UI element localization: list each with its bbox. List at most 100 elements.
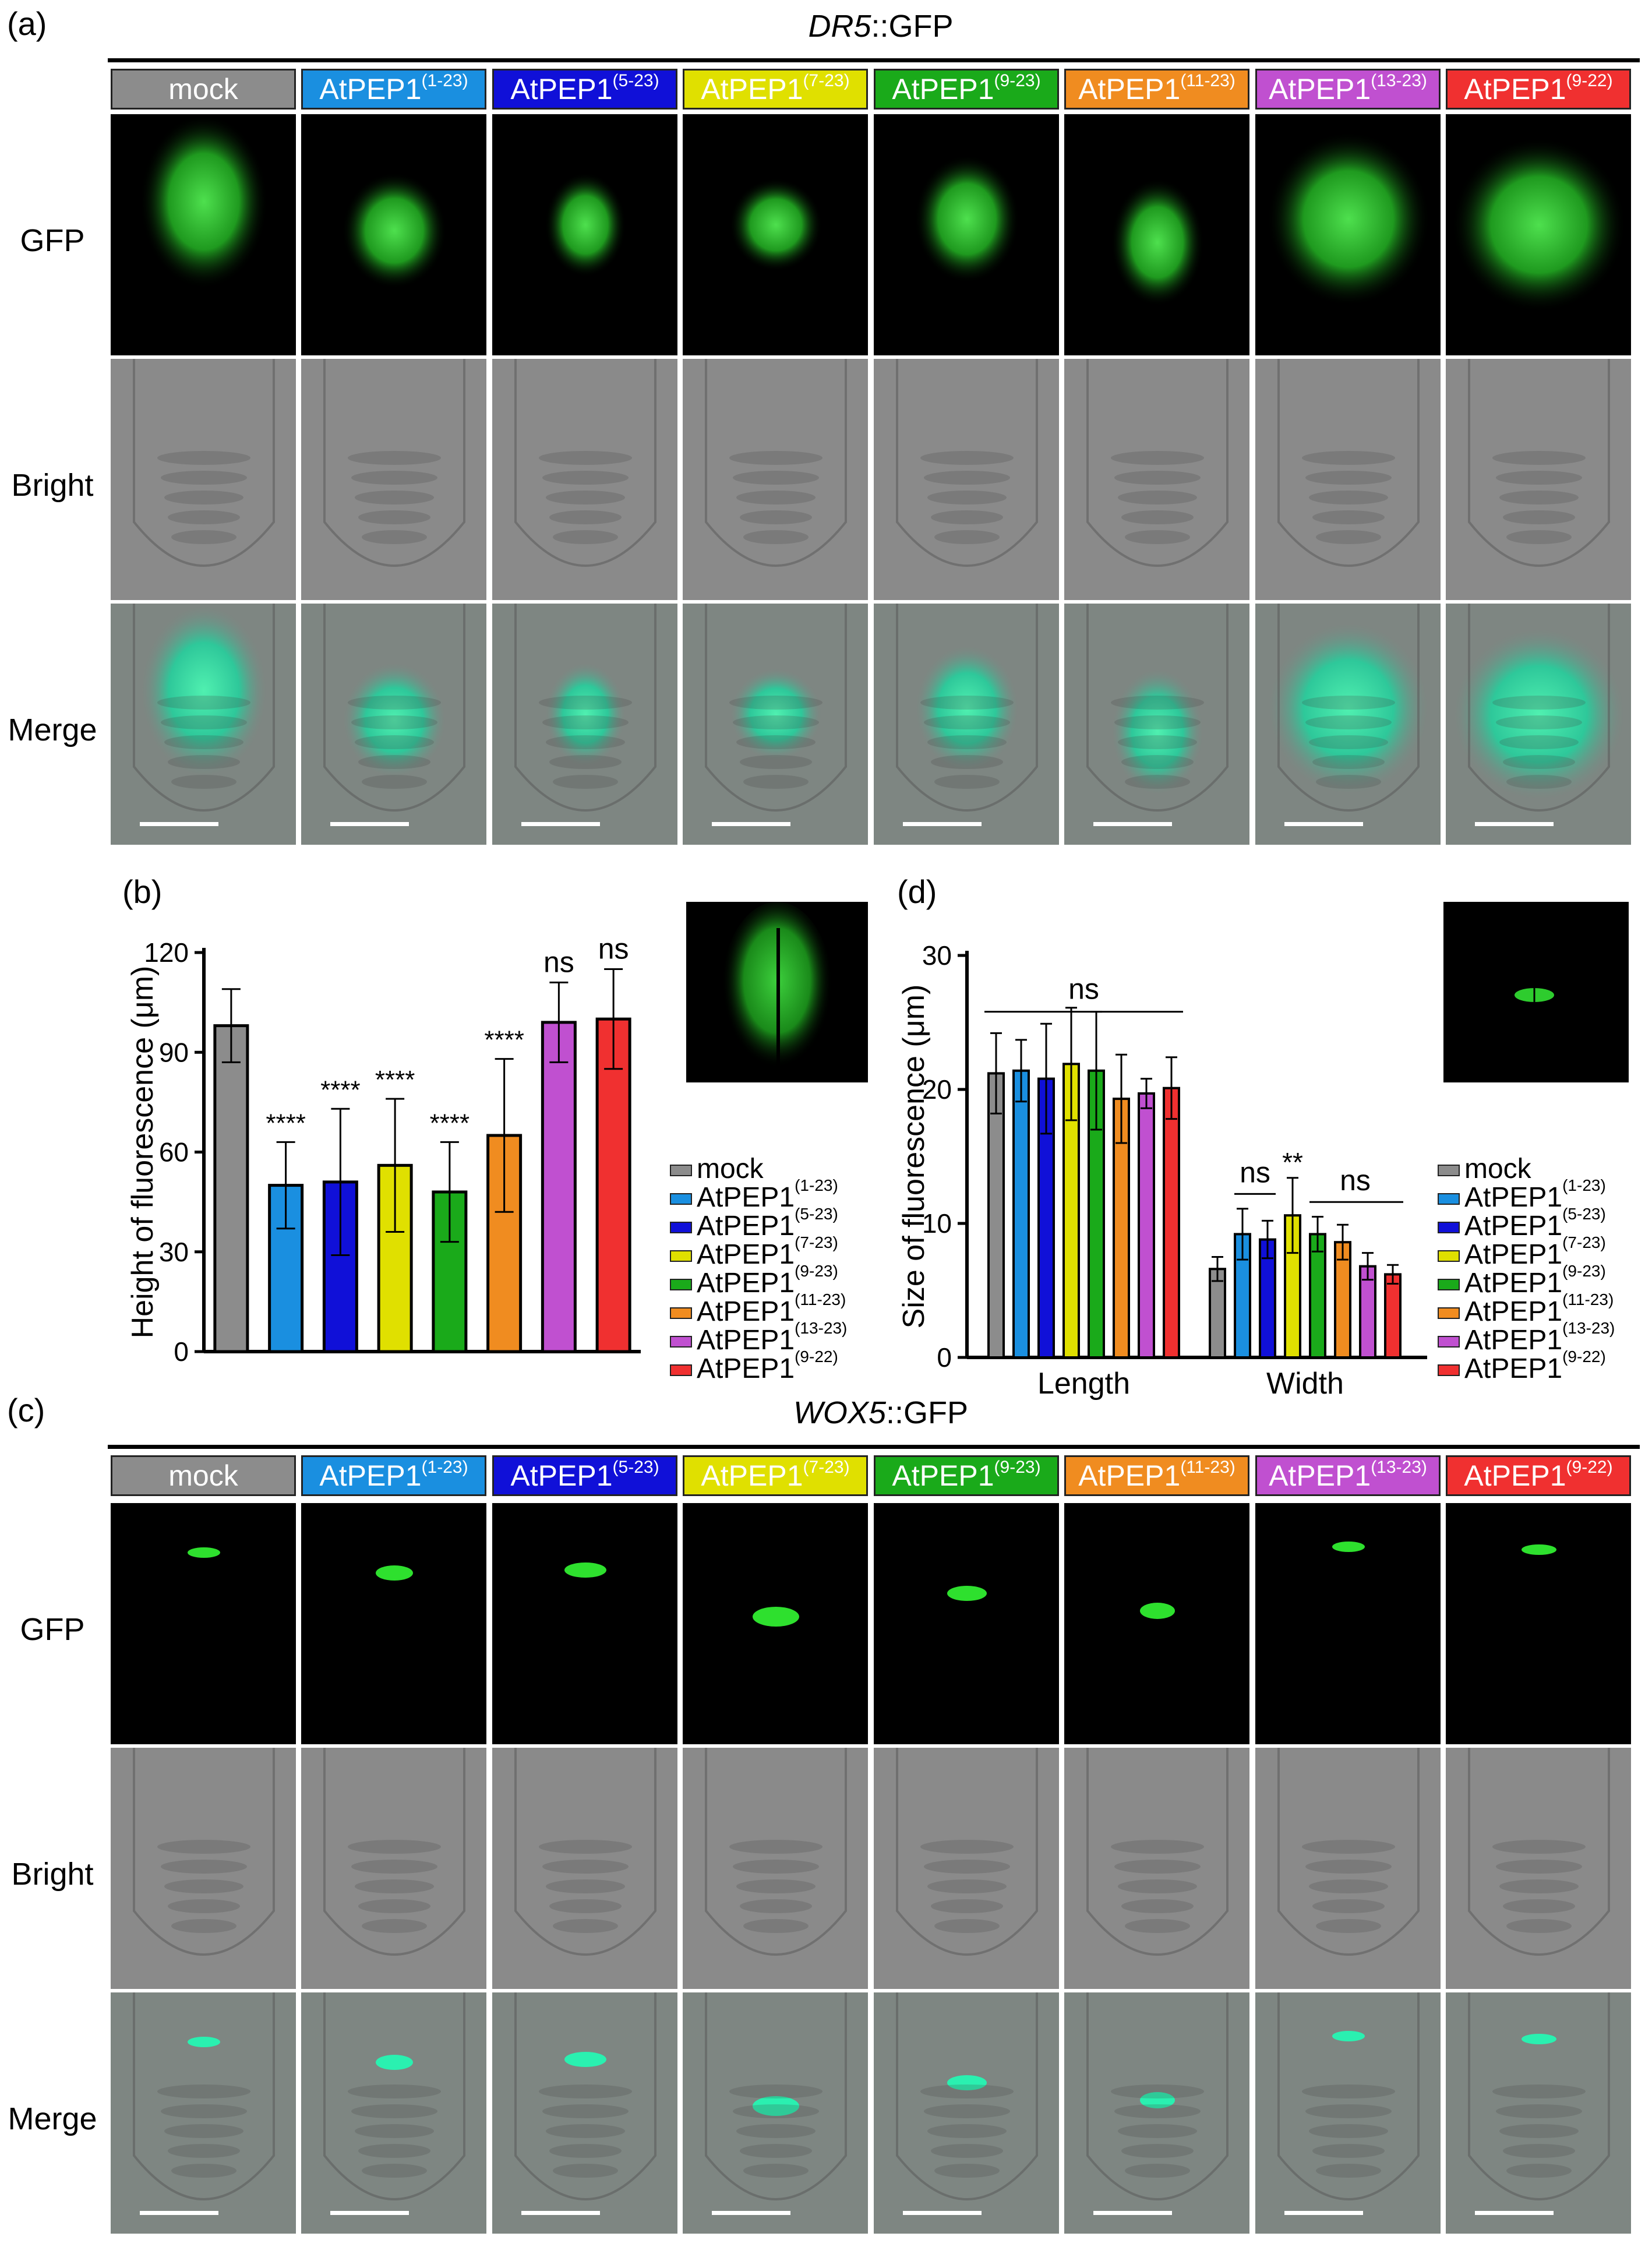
panel-a-rule [108,58,1640,62]
treatment-header-a-4: AtPEP1 (9-23) [874,69,1059,110]
bar [1088,1069,1105,1359]
panel-b-label: (b) [122,873,163,910]
micrograph-c-bright-6 [1255,1748,1441,1989]
treatment-name: AtPEP1 [1464,1459,1566,1492]
micrograph-c-bright-1 [301,1748,486,1989]
micrograph-c-merge-5 [1064,1992,1249,2234]
panel-a-title: DR5::GFP [117,8,1645,44]
scale-bar [1475,2211,1554,2215]
legend-label: AtPEP1 [697,1239,795,1270]
treatment-header-a-0: mock [111,69,296,110]
micrograph-c-merge-4 [874,1992,1059,2234]
treatment-range: (13-23) [1371,1458,1427,1477]
micrograph-c-gfp-1 [301,1503,486,1744]
treatment-header-c-1: AtPEP1 (1-23) [301,1455,486,1496]
legend-label: mock [1464,1154,1531,1184]
micrograph-c-merge-3 [683,1992,868,2234]
micrograph-c-merge-6 [1255,1992,1441,2234]
row-label-bright-c: Bright [11,1857,94,1892]
legend-swatch [1438,1250,1460,1262]
legend-label: AtPEP1 [697,1182,795,1213]
treatment-name: AtPEP1 [1078,1459,1181,1492]
micrograph-a-merge-2 [492,604,677,845]
y-tick-label: 10 [922,1208,952,1239]
bar [1309,1233,1326,1359]
micrograph-c-gfp-6 [1255,1503,1441,1744]
legend-label-range: (11-23) [1562,1290,1614,1308]
micrograph-a-gfp-5 [1064,114,1249,355]
legend-swatch [1438,1364,1460,1377]
legend-entry: AtPEP1(13-23) [1438,1319,1615,1355]
treatment-name: AtPEP1 [892,1459,994,1492]
treatment-header-a-3: AtPEP1 (7-23) [683,69,868,110]
legend-entry: AtPEP1(13-23) [670,1319,848,1355]
treatment-range: (9-23) [994,71,1041,90]
panel-c-title-gene: WOX5 [793,1395,886,1430]
micrograph-c-bright-4 [874,1748,1059,1989]
significance-label: **** [375,1066,415,1094]
treatment-name: AtPEP1 [319,73,422,105]
legend-label: AtPEP1 [1464,1268,1563,1299]
bar [595,1017,631,1353]
treatment-header-c-3: AtPEP1 (7-23) [683,1455,868,1496]
legend-label-range: (1-23) [795,1176,838,1194]
y-axis-label: Size of fluorescence (μm) [897,985,931,1329]
legend-label: AtPEP1 [1464,1182,1563,1213]
micrograph-a-merge-1 [301,604,486,845]
legend-d: mock AtPEP1(1-23) AtPEP1(5-23) AtPEP1(7-23)… [1438,1149,1615,1383]
scale-bar [903,2211,982,2215]
panel-c-title: WOX5::GFP [117,1395,1645,1431]
micrograph-c-bright-5 [1064,1748,1249,1989]
micrograph-a-bright-6 [1255,359,1441,600]
legend-swatch [1438,1279,1460,1291]
y-tick-label: 20 [922,1074,952,1105]
y-tick-label: 30 [922,940,952,971]
micrograph-c-gfp-7 [1446,1503,1631,1744]
bar [213,1024,249,1353]
y-axis-label: Height of fluorescence (μm) [126,966,160,1339]
micrograph-c-gfp-3 [683,1503,868,1744]
significance-label: ns [1240,1156,1270,1188]
legend-label-range: (1-23) [1562,1176,1606,1194]
treatment-header-a-5: AtPEP1 (11-23) [1064,69,1249,110]
micrograph-a-gfp-2 [492,114,677,355]
legend-swatch [670,1250,692,1262]
scale-bar [330,2211,409,2215]
legend-label: AtPEP1 [1464,1239,1563,1270]
micrograph-a-gfp-0 [111,114,296,355]
micrograph-c-bright-0 [111,1748,296,1989]
legend-entry: mock [670,1149,847,1183]
scale-bar [1475,822,1554,826]
significance-label: ** [1282,1147,1303,1177]
treatment-name: mock [168,1459,238,1492]
legend-label: AtPEP1 [1464,1211,1563,1241]
legend-label-range: (13-23) [795,1319,848,1337]
treatment-range: (9-22) [1566,1458,1613,1477]
scale-bar [1284,2211,1363,2215]
legend-entry: AtPEP1(7-23) [1438,1233,1615,1269]
treatment-range: (13-23) [1371,71,1427,90]
y-tick-label: 90 [159,1037,189,1067]
legend-label: AtPEP1 [1464,1296,1563,1327]
chart-d: 0 10 20 30 Size of fluorescence (μm) Length Wi… [897,940,1427,1401]
scale-bar [1093,2211,1172,2215]
legend-b: mock AtPEP1(1-23) AtPEP1(5-23) AtPEP1(7-23)… [670,1149,848,1383]
micrograph-a-merge-0 [111,604,296,845]
legend-swatch [670,1165,692,1177]
micrograph-c-merge-0 [111,1992,296,2234]
significance-label: ns [543,946,574,978]
micrograph-a-gfp-4 [874,114,1059,355]
treatment-name: AtPEP1 [1464,73,1566,105]
panel-a-title-gene: DR5 [808,9,871,44]
treatment-header-c-5: AtPEP1 (11-23) [1064,1455,1249,1496]
inset-d-root-image [1443,902,1629,1082]
legend-label: mock [697,1154,764,1184]
legend-swatch [1438,1307,1460,1320]
treatment-name: AtPEP1 [510,1459,613,1492]
micrograph-c-merge-2 [492,1992,677,2234]
legend-label: AtPEP1 [697,1353,795,1384]
legend-label-range: (9-22) [795,1348,838,1366]
treatment-name: AtPEP1 [510,73,613,105]
panel-d-label: (d) [897,873,937,910]
significance-label: **** [430,1109,470,1137]
